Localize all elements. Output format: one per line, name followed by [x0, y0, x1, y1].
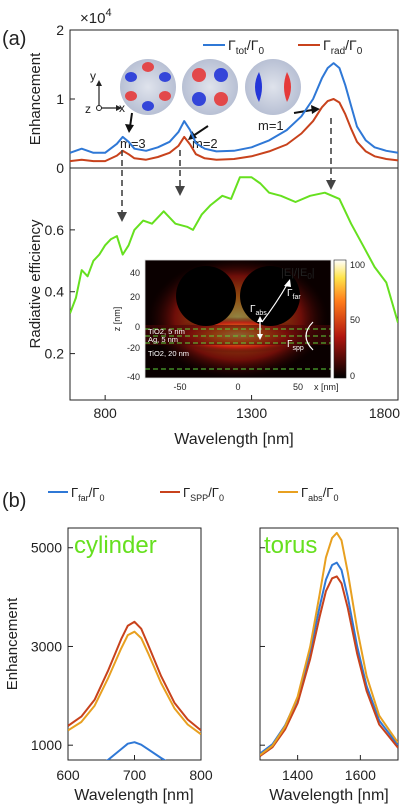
inset-frame [144, 259, 332, 379]
inset-z-tick-40: 40 [130, 268, 140, 278]
layer-label-1: TiO2, 5 nm [148, 327, 185, 336]
mode-m1-icon [245, 59, 301, 115]
legend-b: Γfar/Γ0 ΓSPP/Γ0 Γabs/Γ0 [48, 485, 338, 503]
y-tick-label-a2: 0.6 [45, 222, 65, 238]
panel-a-bottom: Radiative efficiency Wavelength [nm] 0.2… [27, 118, 400, 448]
tor-series-abs [260, 531, 398, 756]
inset-x-label: x [nm] [314, 382, 339, 392]
torus-label: torus [264, 532, 317, 559]
gamma-far-label: Γfar [287, 288, 301, 301]
enh-series-rad [70, 98, 398, 163]
y-tick-label-a2: 0.2 [45, 346, 65, 362]
inset-x-tick-m50: -50 [173, 382, 186, 392]
x-tick-label-a: 800 [93, 405, 117, 421]
gamma-spp-curve [305, 321, 314, 351]
cyl-series-abs [68, 630, 201, 736]
ticks-b1: 1000 3000 5000 600 700 800 [31, 540, 213, 783]
colorbar-tick-50: 50 [350, 315, 360, 325]
b1-y-tick-label: 5000 [31, 540, 62, 556]
b1-x-tick-label: 800 [189, 767, 213, 783]
b1-x-tick-label: 600 [56, 767, 80, 783]
cyl-series-far [105, 741, 167, 760]
field-map-inset: |E|/|E0| TiO2, 5 nm Ag, 5 nm TiO2, 20 nm… [112, 259, 365, 392]
legend-label-far: Γfar/Γ0 [71, 485, 104, 503]
axis-glyph-x: x [119, 101, 125, 115]
layer-label-2: Ag, 5 nm [148, 335, 178, 344]
inset-z-tick-20: 20 [130, 292, 140, 302]
colorbar-tick-0: 0 [350, 371, 355, 381]
lines-a [70, 62, 398, 163]
colorbar [333, 259, 347, 379]
lines-b1 [68, 620, 201, 760]
eff-series-eff [70, 176, 398, 323]
b1-x-tick-label: 700 [123, 767, 147, 783]
x-ticks-a: 800 1300 1800 [93, 395, 400, 421]
cylinder-label: cylinder [74, 532, 157, 559]
inset-x-tick-50: 50 [293, 382, 303, 392]
panel-b-label: (b) [2, 490, 26, 512]
enh-series-tot [70, 62, 398, 154]
b2-x-tick-label: 1600 [345, 767, 376, 783]
panel-a-top: (a) Enhancement 0 1 2 ×104 [2, 7, 399, 176]
legend-a: Γtot/Γ0 Γrad/Γ0 [203, 37, 363, 57]
mode-arrows [125, 105, 320, 140]
cyl-series-spp [68, 620, 201, 732]
y-axis-label-efficiency: Radiative efficiency [27, 219, 44, 348]
panel-a-bottom-frame [69, 167, 399, 401]
inset-title: |E|/|E0| [281, 267, 315, 281]
tor-series-far [260, 561, 398, 755]
lines-a2 [70, 176, 398, 323]
legend-label-tot: Γtot/Γ0 [228, 37, 264, 57]
y-axis-label-enhancement-b: Enhancement [4, 597, 21, 690]
layer-label-3: TiO2, 20 nm [148, 349, 189, 358]
inset-z-label: z [nm] [112, 307, 122, 332]
legend-label-rad: Γrad/Γ0 [323, 37, 363, 57]
lines-b2 [260, 531, 398, 757]
y-tick-label-a: 0 [56, 160, 64, 176]
y-tick-label-a2: 0.4 [45, 284, 65, 300]
colorbar-tick-100: 100 [350, 260, 365, 270]
dashed-guides [117, 118, 336, 222]
gamma-far-arrow [261, 282, 289, 323]
y-axis-label-enhancement-a: Enhancement [27, 52, 44, 145]
y-tick-label-a: 1 [56, 91, 64, 107]
tor-series-spp [260, 575, 398, 757]
panel-b1-frame [67, 527, 202, 761]
gamma-spp-label: Γspp [287, 339, 304, 352]
x-axis-label-b2: Wavelength [nm] [269, 787, 388, 804]
inset-x-tick-0: 0 [235, 382, 240, 392]
inset-z-tick-m20: -20 [127, 343, 140, 353]
x-tick-label-a: 1300 [236, 405, 267, 421]
legend-label-abs: Γabs/Γ0 [301, 485, 338, 503]
y-multiplier: ×104 [80, 7, 112, 27]
axis-glyph-y: y [90, 69, 96, 83]
mode-label-m2: m=2 [192, 136, 218, 151]
inset-z-tick-m40: -40 [127, 372, 140, 382]
b2-x-tick-label: 1400 [282, 767, 313, 783]
mode-m2-icon [182, 59, 238, 115]
x-tick-label-a: 1800 [369, 405, 400, 421]
panel-b: (b) Γfar/Γ0 ΓSPP/Γ0 Γabs/Γ0 Enhancement … [2, 485, 399, 804]
b1-y-tick-label: 1000 [31, 737, 62, 753]
coordinate-axes-icon: y z x [85, 69, 125, 116]
b1-y-tick-label: 3000 [31, 638, 62, 654]
x-axis-label-a: Wavelength [nm] [174, 431, 293, 448]
axis-glyph-z: z [85, 102, 91, 116]
mode-insets: m=3 m=2 m=1 [120, 59, 301, 151]
x-axis-label-b1: Wavelength [nm] [74, 787, 193, 804]
panel-b2-frame [259, 527, 399, 761]
mode-m3-icon [120, 59, 176, 115]
gamma-abs-label: Γabs [250, 304, 267, 317]
y-tick-label-a: 2 [56, 22, 64, 38]
mode-label-m1: m=1 [258, 118, 284, 133]
legend-label-spp: ΓSPP/Γ0 [183, 485, 224, 503]
ticks-b2: 1400 1600 [260, 547, 376, 783]
panel-a-label: (a) [2, 28, 26, 50]
inset-z-tick-0: 0 [135, 322, 140, 332]
y-ticks-a2: 0.2 0.4 0.6 [45, 222, 75, 362]
